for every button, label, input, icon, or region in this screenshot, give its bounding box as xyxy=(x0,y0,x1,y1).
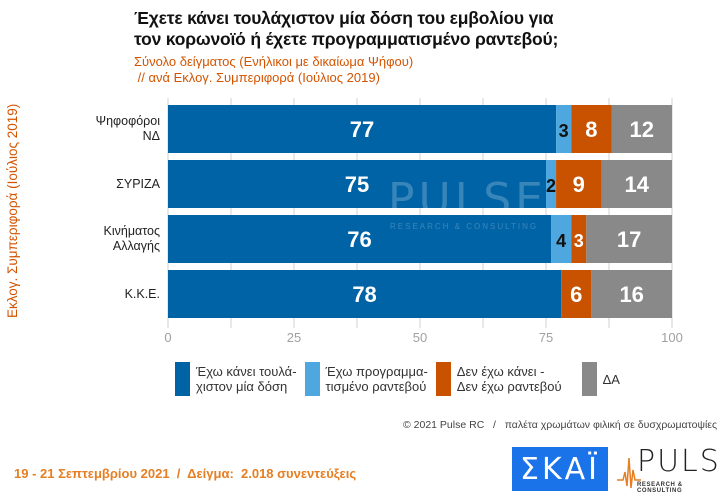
x-tick-label: 100 xyxy=(661,330,683,345)
bar-segment xyxy=(168,270,562,318)
data-label: 14 xyxy=(624,172,649,197)
x-tick-label: 25 xyxy=(287,330,301,345)
skai-logo: ΣΚΑΪ xyxy=(512,447,608,491)
pulse-wave-icon xyxy=(617,457,641,489)
category-label-line: ΝΔ xyxy=(142,129,160,143)
data-label: 2 xyxy=(546,176,556,196)
category-label: Κ.Κ.Ε. xyxy=(125,287,160,302)
bar-segment xyxy=(611,105,672,153)
bar-segment xyxy=(168,215,552,263)
bar-segment xyxy=(556,105,572,153)
bar-segment xyxy=(591,270,672,318)
chart-subtitle-line-2: // ανά Εκλογ. Συμπεριφορά (Ιούλιος 2019) xyxy=(134,70,380,85)
data-label: 3 xyxy=(574,231,584,251)
x-tick-label: 75 xyxy=(539,330,553,345)
data-label: 8 xyxy=(585,117,597,142)
bar-segment xyxy=(571,215,587,263)
data-label: 3 xyxy=(559,121,569,141)
chart-title-line-1: Έχετε κάνει τουλάχιστον μία δόση του εμβ… xyxy=(134,8,554,28)
legend-item: Έχω προγραμμα- τισμένο ραντεβού xyxy=(304,362,428,396)
category-label: Ψηφοφόροι ΝΔ xyxy=(96,114,160,144)
legend-swatch xyxy=(435,362,451,396)
bar-segment xyxy=(586,215,672,263)
bar-segment xyxy=(168,105,557,153)
data-label: 12 xyxy=(630,117,654,142)
data-label: 6 xyxy=(570,282,582,307)
data-label: 78 xyxy=(352,282,376,307)
category-label-line: Κ.Κ.Ε. xyxy=(124,286,160,301)
chart-subtitle-line-1: Σύνολο δείγματος (Ενήλικοι με δικαίωμα Ψ… xyxy=(134,54,414,69)
bar-segment xyxy=(556,160,602,208)
legend-item: Δεν έχω κάνει - Δεν έχω ραντεβού xyxy=(435,362,562,396)
bar-segment xyxy=(571,105,612,153)
pulse-logo-subtext: RESEARCH & CONSULTING xyxy=(637,482,683,494)
data-label: 17 xyxy=(617,227,641,252)
bar-segment xyxy=(561,270,592,318)
data-label: 16 xyxy=(619,282,643,307)
chart-title-line-2: τον κορωνοϊό ή έχετε προγραμματισμένο ρα… xyxy=(134,29,559,49)
bar-segment xyxy=(546,160,557,208)
footer-credit: © 2021 Pulse RC / παλέτα χρωμάτων φιλική… xyxy=(403,419,718,431)
data-label: 4 xyxy=(556,231,566,251)
legend-label: Έχω κάνει τουλά- χιστον μία δόση xyxy=(196,364,297,394)
data-label: 75 xyxy=(345,172,369,197)
legend-item: Έχω κάνει τουλά- χιστον μία δόση xyxy=(175,362,297,396)
chart-subtitle: Σύνολο δείγματος (Ενήλικοι με δικαίωμα Ψ… xyxy=(134,54,413,86)
legend-label: ΔΑ xyxy=(602,371,620,387)
bar-segment xyxy=(168,160,546,208)
category-label-line: ΣΥΡΙΖΑ xyxy=(116,176,160,191)
bar-segment xyxy=(601,160,672,208)
x-tick-label: 0 xyxy=(164,330,171,345)
category-label: Κινήματος Αλλαγής xyxy=(104,224,160,254)
category-label: ΣΥΡΙΖΑ xyxy=(116,177,160,192)
category-label-line: Κινήματος xyxy=(103,224,160,238)
x-tick-label: 50 xyxy=(413,330,427,345)
chart-title: Έχετε κάνει τουλάχιστον μία δόση του εμβ… xyxy=(134,8,714,50)
data-label: 9 xyxy=(573,172,585,197)
legend-item: ΔΑ xyxy=(581,362,620,396)
footer-date-sample: 19 - 21 Σεπτεμβρίου 2021 / Δείγμα: 2.018… xyxy=(14,466,357,481)
legend-label: Έχω προγραμμα- τισμένο ραντεβού xyxy=(325,364,428,394)
data-label: 76 xyxy=(347,227,371,252)
legend-swatch xyxy=(175,362,190,396)
pulse-logo-text: PULSE xyxy=(637,444,720,479)
data-label: 77 xyxy=(350,117,374,142)
legend-label: Δεν έχω κάνει - Δεν έχω ραντεβού xyxy=(456,364,562,394)
category-label-line: Αλλαγής xyxy=(112,239,160,253)
legend: Έχω κάνει τουλά- χιστον μία δόση Έχω προγ… xyxy=(175,362,622,396)
pulse-logo: PULSE RESEARCH & CONSULTING xyxy=(617,444,720,494)
legend-swatch xyxy=(304,362,320,396)
category-label-line: Ψηφοφόροι xyxy=(95,114,160,128)
bar-segment xyxy=(551,215,572,263)
legend-swatch xyxy=(581,362,597,396)
